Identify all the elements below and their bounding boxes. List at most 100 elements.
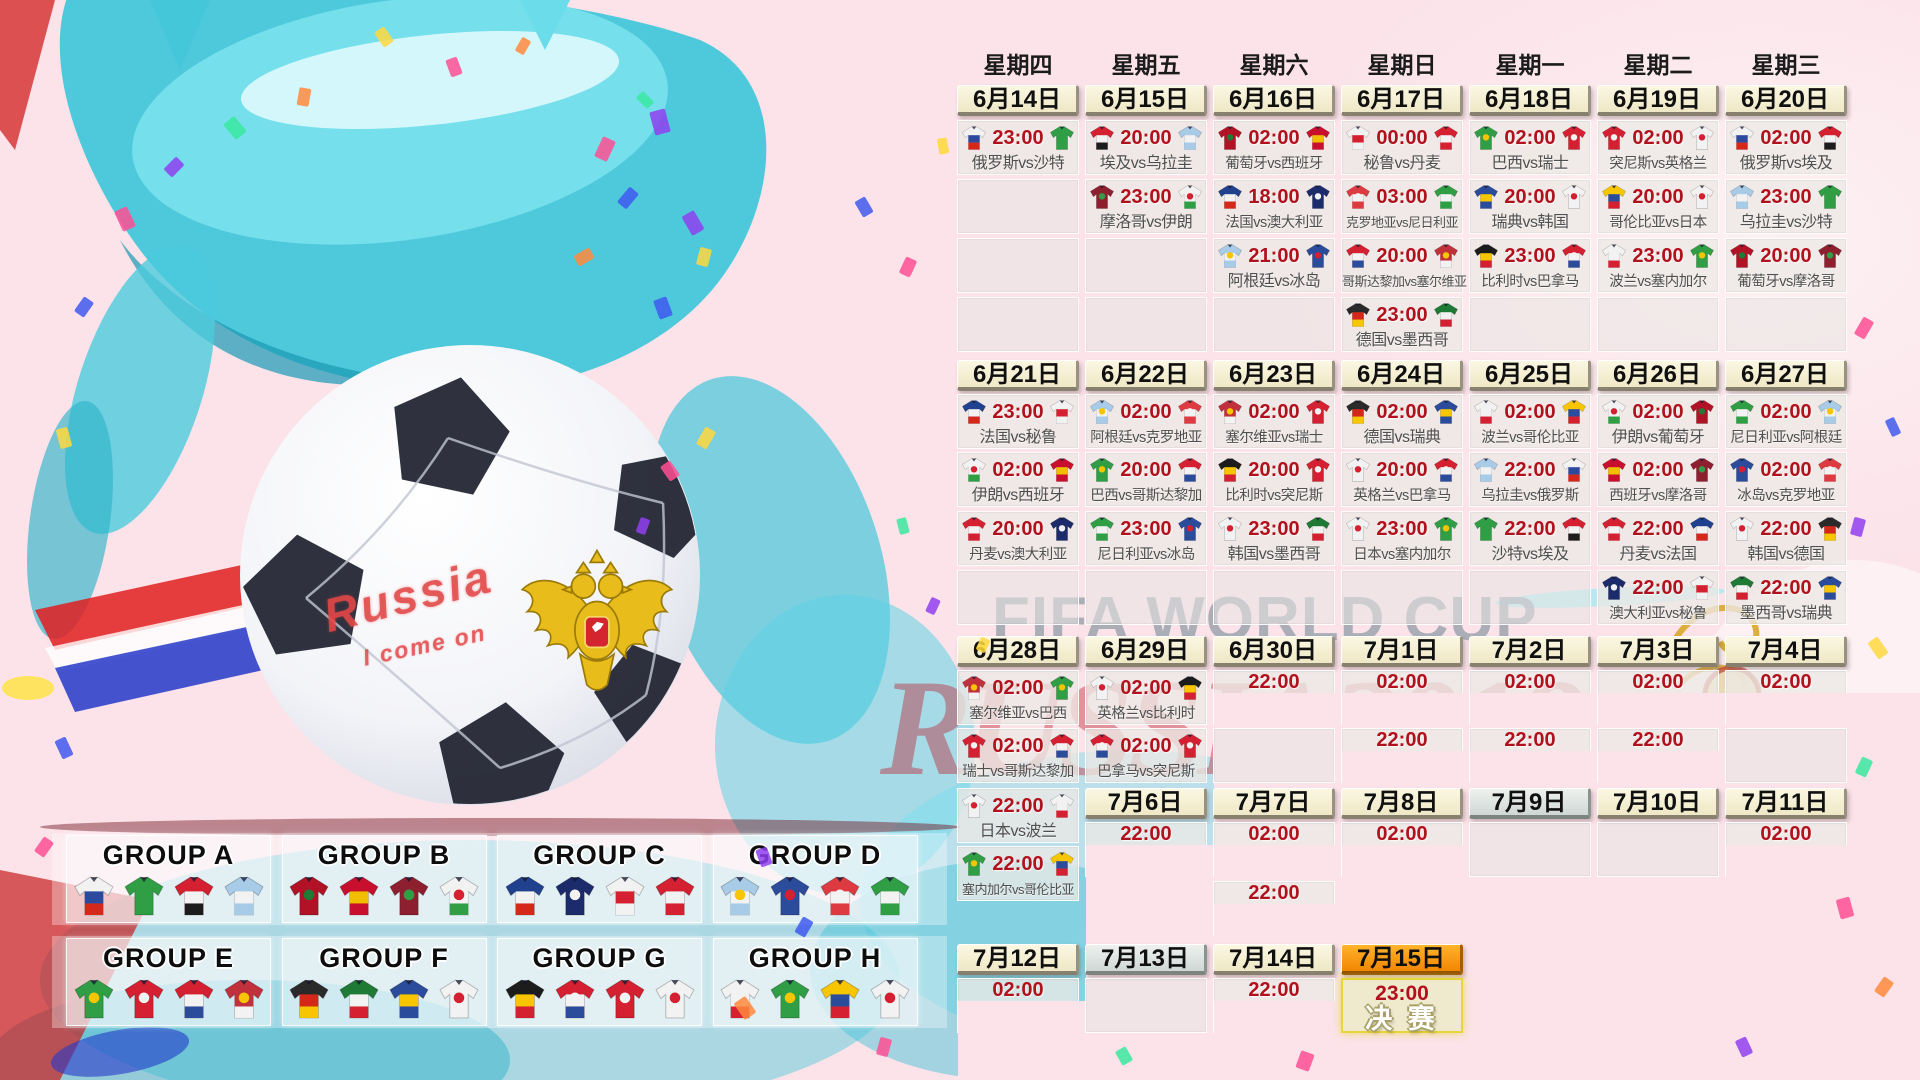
match-teams: 尼日利亚vs阿根廷 (1730, 430, 1842, 446)
team-jersey-icon (1346, 458, 1370, 482)
match-time: 02:00 (1504, 671, 1556, 693)
team-jersey-icon (1602, 400, 1626, 424)
match-time: 02:00 (1632, 126, 1684, 149)
weekday-label: 星期四 (983, 52, 1053, 78)
match-cell: 02:00 葡萄牙vs西班牙 (1213, 120, 1335, 175)
match-cell: 02:00 巴西vs瑞士 (1469, 120, 1591, 175)
match-cell: 18:00 法国vs澳大利亚 (1213, 179, 1335, 234)
date-header: 6月27日 (1725, 360, 1847, 391)
team-jersey-icon (1090, 185, 1114, 209)
empty-cell (957, 570, 1079, 625)
match-teams: 塞尔维亚vs瑞士 (1225, 430, 1323, 446)
match-teams: 沙特vs埃及 (1491, 546, 1569, 563)
russia-crest-art (520, 548, 674, 691)
team-jersey-icon (1562, 400, 1586, 424)
team-jersey-icon (1818, 126, 1842, 150)
match-teams: 埃及vs乌拉圭 (1099, 155, 1193, 172)
match-teams: 巴西vs哥斯达黎加 (1090, 488, 1202, 504)
final-label: 决 赛 (1365, 1004, 1439, 1034)
team-jersey-icon (1434, 458, 1458, 482)
team-jersey-icon (1690, 400, 1714, 424)
team-jersey-icon (962, 734, 986, 758)
match-time: 02:00 (1760, 458, 1812, 481)
match-cell: 23:00 摩洛哥vs伊朗 (1085, 179, 1207, 234)
match-teams: 澳大利亚vs秘鲁 (1609, 606, 1707, 622)
match-time: 23:00 (1376, 303, 1428, 326)
match-cell: 20:00 哥斯达黎加vs塞尔维亚 (1341, 238, 1467, 293)
date-header: 6月22日 (1085, 360, 1207, 391)
date-header: 7月7日 (1213, 788, 1335, 819)
match-cell: 02:00 波兰vs哥伦比亚 (1469, 394, 1591, 449)
match-cell: 02:00 尼日利亚vs阿根廷 (1725, 394, 1847, 449)
match-cell: 02:00 塞尔维亚vs瑞士 (1213, 394, 1335, 449)
match-teams: 乌拉圭vs沙特 (1739, 214, 1833, 231)
team-jersey-icon (1730, 400, 1754, 424)
team-jersey-icon (339, 979, 379, 1019)
match-cell: 22:00 丹麦vs法国 (1597, 511, 1719, 566)
match-cell: 22:00 塞内加尔vs哥伦比亚 (957, 846, 1079, 901)
match-teams: 哥伦比亚vs日本 (1609, 215, 1707, 231)
group-jerseys (67, 873, 270, 919)
team-jersey-icon (1818, 517, 1842, 541)
match-time: 02:00 (1120, 676, 1172, 699)
group-jerseys (67, 976, 270, 1022)
match-time: 21:00 (1248, 244, 1300, 267)
group-title: GROUP A (102, 840, 235, 870)
date-header: 7月1日 (1341, 636, 1463, 667)
team-jersey-icon (1602, 458, 1626, 482)
match-cell: 20:00 英格兰vs巴拿马 (1341, 452, 1463, 507)
match-time: 02:00 (1504, 126, 1556, 149)
empty-cell (1469, 570, 1591, 625)
match-teams: 阿根廷vs克罗地亚 (1090, 430, 1202, 446)
match-cell: 02:00 瑞士vs哥斯达黎加 (957, 728, 1079, 783)
match-time: 02:00 (992, 458, 1044, 481)
team-jersey-icon (1562, 126, 1586, 150)
match-time: 02:00 (1376, 823, 1428, 845)
match-cell: 20:00 瑞典vs韩国 (1469, 179, 1591, 234)
team-jersey-icon (1562, 458, 1586, 482)
group-panel: GROUP C (497, 835, 702, 923)
match-cell: 23:00 法国vs秘鲁 (957, 394, 1079, 449)
match-teams: 克罗地亚vs尼日利亚 (1345, 215, 1459, 230)
match-time: 20:00 (1120, 458, 1172, 481)
match-cell: 23:00 比利时vs巴拿马 (1469, 238, 1591, 293)
team-jersey-icon (654, 979, 695, 1019)
date-header: 7月11日 (1725, 788, 1847, 819)
match-cell: 02:00 西班牙vs摩洛哥 (1597, 452, 1719, 507)
match-teams: 伊朗vs西班牙 (971, 487, 1065, 504)
match-time: 22:00 (1504, 729, 1556, 751)
date-header: 6月20日 (1725, 85, 1847, 116)
match-teams: 德国vs瑞典 (1363, 429, 1441, 446)
match-time: 22:00 (1760, 517, 1812, 540)
team-jersey-icon (1730, 244, 1754, 268)
team-jersey-icon (1090, 517, 1114, 541)
match-teams: 瑞典vs韩国 (1491, 214, 1569, 231)
match-time: 22:00 (1248, 979, 1300, 1001)
match-cell: 21:00 阿根廷vs冰岛 (1213, 238, 1335, 293)
team-jersey-icon (962, 400, 986, 424)
final-cell: 23:00 决 赛 (1341, 978, 1463, 1033)
team-jersey-icon (173, 876, 214, 916)
match-teams: 波兰vs塞内加尔 (1609, 274, 1707, 290)
match-time: 02:00 (1248, 400, 1300, 423)
match-cell: 23:00 俄罗斯vs沙特 (957, 120, 1079, 175)
soccer-ball-art (240, 345, 700, 805)
empty-cell (1213, 570, 1335, 625)
match-cell: 23:00 德国vs墨西哥 (1341, 297, 1463, 352)
weekday-label: 星期日 (1367, 52, 1437, 78)
team-jersey-icon (1090, 400, 1114, 424)
match-cell: 23:00 乌拉圭vs沙特 (1725, 179, 1847, 234)
date-header: 6月23日 (1213, 360, 1335, 391)
match-teams: 伊朗vs葡萄牙 (1611, 429, 1705, 446)
match-cell: 22:00 日本vs波兰 (957, 788, 1079, 843)
weekday-label: 星期六 (1239, 52, 1309, 78)
team-jersey-icon (1050, 458, 1074, 482)
team-jersey-icon (1346, 400, 1370, 424)
match-time: 02:00 (992, 734, 1044, 757)
team-jersey-icon (1178, 734, 1202, 758)
team-jersey-icon (73, 876, 114, 916)
match-cell: 22:00 墨西哥vs瑞典 (1725, 570, 1847, 625)
match-time: 22:00 (1248, 671, 1300, 693)
match-cell: 23:00 尼日利亚vs冰岛 (1085, 511, 1207, 566)
